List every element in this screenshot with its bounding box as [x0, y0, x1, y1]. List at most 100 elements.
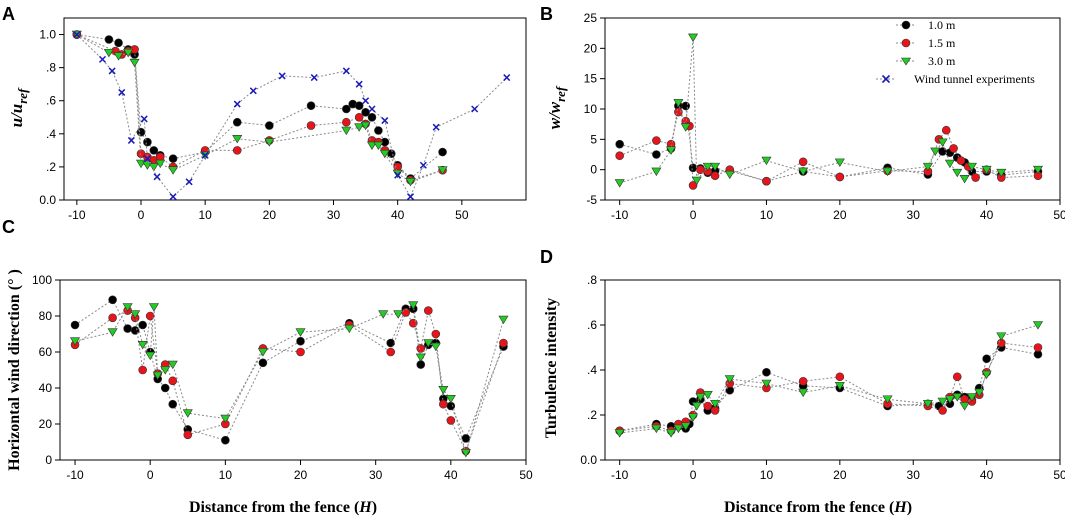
- panel-b-ylabel: w/wref: [545, 85, 568, 129]
- panel-d-series-3-point: [974, 388, 985, 398]
- legend-entry-3: 3.0 m: [896, 54, 956, 68]
- panel-c-series-2-point: [499, 338, 508, 348]
- panel-a-xtick-label: 30: [327, 208, 341, 222]
- panel-b-xtick-label: -10: [611, 208, 629, 222]
- panel-b-xtick-label: 30: [907, 208, 921, 222]
- panel-b-series-3-point: [651, 167, 662, 177]
- panel-a-series-4-line: [76, 34, 508, 198]
- panel-c-series-3-point: [160, 366, 171, 375]
- panel-a-frame: [63, 17, 527, 201]
- panel-a-series-4-point: [394, 171, 402, 179]
- panel-c-series-3-point: [415, 353, 426, 362]
- panel-c-series-1-point: [70, 320, 80, 330]
- panel-b-letter: B: [540, 4, 553, 24]
- panel-c-series-3-point: [460, 449, 471, 458]
- panel-a-series-3-point: [379, 149, 390, 159]
- panel-a-ytick-label: .4: [46, 127, 56, 141]
- panel-b-series-2-point: [835, 172, 845, 182]
- panel-d-series-3-point: [834, 381, 845, 391]
- panel-c-ytick-label: 0: [45, 453, 52, 467]
- panel-b-ytick-label: 10: [584, 102, 598, 116]
- panel-a-series-4-point: [381, 117, 389, 125]
- panel-a-series-4-point: [140, 115, 148, 123]
- panel-c-series-2-point: [296, 347, 305, 357]
- panel-c-series-1-point: [138, 320, 147, 330]
- panel-c-xtick-label: -10: [66, 468, 84, 482]
- panel-c-plot: -10 0 10 20 30 40 50 0 20 40 60 80 100: [32, 273, 533, 482]
- panel-a-series-4-point: [419, 161, 427, 169]
- panel-c: C Horizontal wind direction (° ) -10 0 10 2…: [2, 217, 533, 516]
- panel-b-series-3-point: [981, 165, 992, 175]
- panel-b-ytick-label: 25: [584, 11, 598, 25]
- panel-a-series-4-point: [73, 31, 81, 39]
- panel-c-series-3-point: [137, 341, 148, 350]
- panel-d-series-3-point: [996, 332, 1007, 341]
- panel-d-series-1-point: [762, 367, 771, 377]
- panel-a-series-3-point: [264, 138, 275, 147]
- panel-d-series-2-point: [952, 372, 962, 382]
- legend-entry-1: 1.0 m: [896, 18, 956, 32]
- panel-c-series-2-point: [446, 416, 456, 425]
- panel-b-ytick-label: -5: [586, 193, 597, 207]
- panel-a-series-4-point: [201, 151, 209, 159]
- panel-c-xtick-label: 0: [147, 468, 154, 482]
- panel-a-series-3-point: [437, 166, 448, 175]
- panel-c-series-3-point: [393, 310, 404, 319]
- panel-c-series-1-point: [168, 399, 178, 409]
- panel-d-series-1-point: [982, 354, 991, 364]
- panel-b-series-3-point: [691, 176, 702, 186]
- panel-a-series-1-point: [354, 101, 364, 110]
- panel-c-series-1-point: [296, 336, 305, 346]
- panel-b-series-3-point: [944, 159, 955, 169]
- panel-a-series-3-point: [232, 134, 243, 144]
- panel-a-series-4-point: [143, 155, 151, 163]
- legend-marker-2: [901, 38, 911, 48]
- panel-b-ytick-label: 0: [590, 163, 597, 177]
- panel-a-series-3-point: [354, 123, 365, 132]
- panel-c-ytick-label: 60: [39, 345, 53, 359]
- panel-b-xtick-label: 0: [690, 208, 697, 222]
- panel-b-series-3-point: [761, 156, 772, 166]
- panel-d-series-3-point: [981, 370, 992, 380]
- panel-a-series-2-point: [393, 162, 402, 172]
- panel-a-series-4-point: [503, 74, 511, 82]
- panel-d-series-3-point: [761, 379, 772, 389]
- panel-c-series-3-point: [148, 303, 159, 312]
- panel-d-series-3-point: [724, 375, 735, 384]
- panel-c-series-3-point: [438, 386, 449, 395]
- panel-a-series-2-point: [354, 112, 364, 122]
- panel-d-series-2-point: [798, 376, 808, 386]
- panel-c-ytick-label: 80: [39, 309, 53, 323]
- panel-d-ylabel: Turbulence intensity: [543, 298, 560, 438]
- panel-a-series-1-point: [342, 104, 351, 114]
- panel-c-series-2-point: [423, 306, 433, 315]
- panel-a-series-4-point: [406, 193, 415, 201]
- panel-c-series-3-point: [182, 409, 193, 418]
- panel-c-series-2-point: [439, 399, 448, 409]
- panel-c-series-2-point: [431, 329, 441, 339]
- panel-a-series-3-point: [129, 58, 140, 68]
- panel-b-series-3-point: [666, 146, 677, 155]
- panel-c-ytick-label: 20: [39, 417, 53, 431]
- panel-a-series-4-point: [362, 97, 370, 105]
- panel-a-series-4-point: [432, 123, 440, 131]
- panel-a-series-3-point: [373, 141, 384, 150]
- panel-d-xtick-label: 50: [1053, 468, 1065, 482]
- panel-a-series-4-point: [233, 100, 241, 108]
- panel-a-series-1-point: [143, 137, 152, 147]
- panel-a-series-4-point: [118, 88, 126, 96]
- panel-c-series-3-point: [378, 310, 389, 319]
- panel-a-series-3-point: [405, 178, 416, 187]
- panel-d-series-2-point: [835, 372, 845, 382]
- legend: 1.0 m 1.5 m 3.0 m Wind tunnel experiment…: [876, 18, 1035, 86]
- panel-c-series-1-point: [108, 295, 117, 305]
- panel-b-series-3-point: [996, 168, 1007, 178]
- panel-b-series-3-point: [959, 174, 970, 184]
- panel-c-ylabel: Horizontal wind direction (° ): [6, 269, 23, 471]
- panel-c-frame: [59, 279, 527, 461]
- panel-a-xtick-label: 0: [138, 208, 145, 222]
- panel-a-series-4-point: [108, 67, 116, 75]
- panel-a-series-4-point: [278, 72, 286, 80]
- panel-c-ytick-label: 100: [32, 273, 52, 287]
